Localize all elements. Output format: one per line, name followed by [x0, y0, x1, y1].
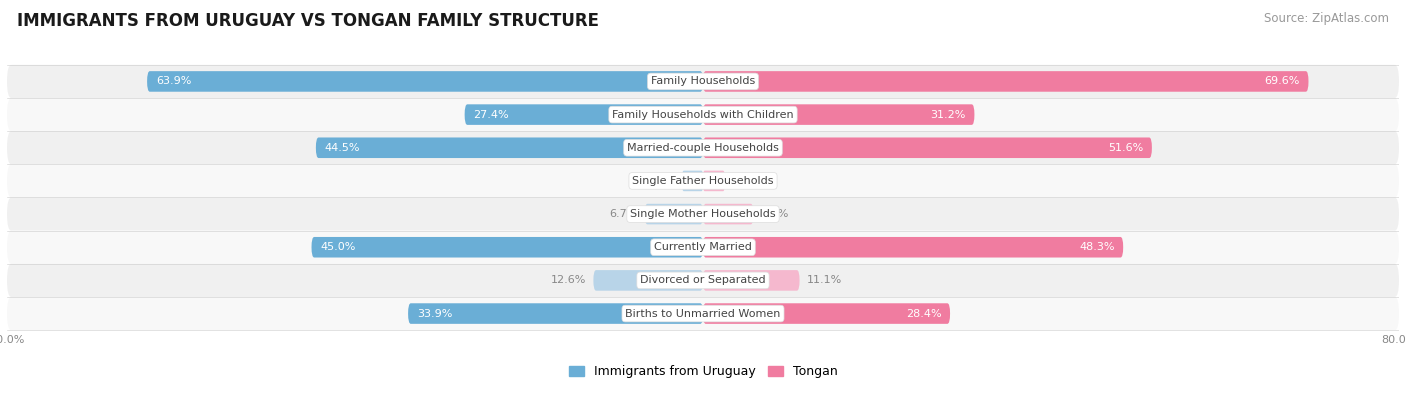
- Text: 44.5%: 44.5%: [325, 143, 360, 153]
- FancyBboxPatch shape: [464, 104, 703, 125]
- Text: IMMIGRANTS FROM URUGUAY VS TONGAN FAMILY STRUCTURE: IMMIGRANTS FROM URUGUAY VS TONGAN FAMILY…: [17, 12, 599, 30]
- FancyBboxPatch shape: [703, 303, 950, 324]
- FancyBboxPatch shape: [7, 65, 1399, 98]
- FancyBboxPatch shape: [703, 171, 724, 191]
- Text: 28.4%: 28.4%: [905, 308, 942, 318]
- FancyBboxPatch shape: [703, 104, 974, 125]
- FancyBboxPatch shape: [7, 297, 1399, 330]
- Text: Births to Unmarried Women: Births to Unmarried Women: [626, 308, 780, 318]
- FancyBboxPatch shape: [703, 270, 800, 291]
- FancyBboxPatch shape: [7, 131, 1399, 164]
- Text: 27.4%: 27.4%: [474, 109, 509, 120]
- Text: 48.3%: 48.3%: [1078, 242, 1115, 252]
- Text: Currently Married: Currently Married: [654, 242, 752, 252]
- FancyBboxPatch shape: [316, 137, 703, 158]
- Text: Family Households: Family Households: [651, 77, 755, 87]
- Text: 51.6%: 51.6%: [1108, 143, 1143, 153]
- Text: 5.8%: 5.8%: [761, 209, 789, 219]
- Text: Source: ZipAtlas.com: Source: ZipAtlas.com: [1264, 12, 1389, 25]
- FancyBboxPatch shape: [703, 204, 754, 224]
- FancyBboxPatch shape: [682, 171, 703, 191]
- Text: 11.1%: 11.1%: [807, 275, 842, 286]
- Text: 2.5%: 2.5%: [731, 176, 761, 186]
- FancyBboxPatch shape: [703, 237, 1123, 258]
- FancyBboxPatch shape: [148, 71, 703, 92]
- FancyBboxPatch shape: [645, 204, 703, 224]
- FancyBboxPatch shape: [312, 237, 703, 258]
- FancyBboxPatch shape: [7, 231, 1399, 264]
- Text: 69.6%: 69.6%: [1264, 77, 1299, 87]
- Text: Divorced or Separated: Divorced or Separated: [640, 275, 766, 286]
- FancyBboxPatch shape: [703, 137, 1152, 158]
- Text: Single Father Households: Single Father Households: [633, 176, 773, 186]
- Text: Family Households with Children: Family Households with Children: [612, 109, 794, 120]
- FancyBboxPatch shape: [7, 98, 1399, 131]
- Text: 12.6%: 12.6%: [551, 275, 586, 286]
- FancyBboxPatch shape: [7, 198, 1399, 231]
- FancyBboxPatch shape: [7, 164, 1399, 198]
- Text: Married-couple Households: Married-couple Households: [627, 143, 779, 153]
- Text: 6.7%: 6.7%: [609, 209, 638, 219]
- FancyBboxPatch shape: [703, 71, 1309, 92]
- FancyBboxPatch shape: [7, 264, 1399, 297]
- Text: 31.2%: 31.2%: [931, 109, 966, 120]
- Legend: Immigrants from Uruguay, Tongan: Immigrants from Uruguay, Tongan: [562, 359, 844, 385]
- Text: 63.9%: 63.9%: [156, 77, 191, 87]
- FancyBboxPatch shape: [593, 270, 703, 291]
- Text: 2.4%: 2.4%: [647, 176, 675, 186]
- FancyBboxPatch shape: [408, 303, 703, 324]
- Text: 33.9%: 33.9%: [416, 308, 453, 318]
- Text: 45.0%: 45.0%: [321, 242, 356, 252]
- Text: Single Mother Households: Single Mother Households: [630, 209, 776, 219]
